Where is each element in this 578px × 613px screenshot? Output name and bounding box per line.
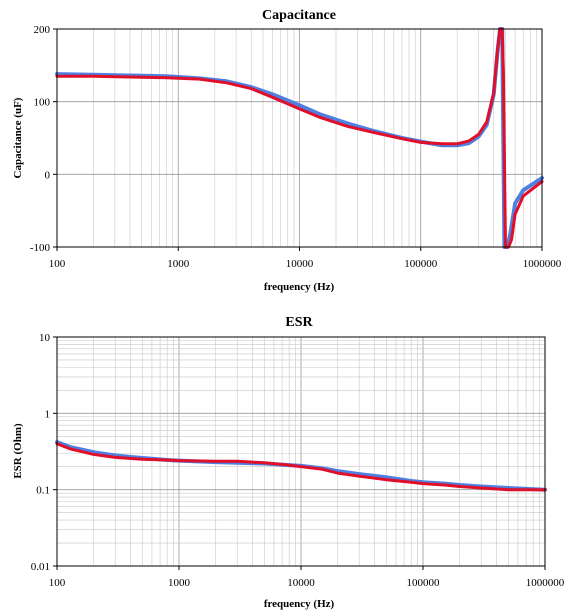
capacitance-y-ticks: -100 0 100 200 <box>30 24 57 254</box>
esr-grid <box>56 337 545 567</box>
esr-x-tick-label: 100 <box>49 577 66 589</box>
esr-y-tick-label: 1 <box>45 408 51 420</box>
esr-x-tick-label: 10000 <box>287 577 315 589</box>
esr-y-ticks: 0.01 0.1 1 10 <box>31 332 57 573</box>
esr-x-ticks: 100 1000 10000 100000 1000000 <box>49 566 565 589</box>
esr-y-tick-label: 0.01 <box>31 561 50 573</box>
capacitance-y-axis-label: Capacitance (uF) <box>12 97 24 178</box>
esr-chart-title: ESR <box>285 315 313 330</box>
capacitance-chart-title: Capacitance <box>262 8 336 23</box>
esr-series-2-line <box>55 442 547 492</box>
capacitance-x-ticks: 100 1000 10000 100000 1000000 <box>49 247 562 270</box>
capacitance-y-tick-label: -100 <box>30 242 51 254</box>
esr-y-axis-label: ESR (Ohm) <box>12 423 24 479</box>
esr-x-tick-label: 1000 <box>168 577 191 589</box>
esr-series-group <box>55 440 547 492</box>
capacitance-chart: Capacitance -100 0 100 200 100 1000 10000 1000… <box>12 8 562 293</box>
esr-x-tick-label: 100000 <box>407 577 441 589</box>
esr-y-tick-label: 0.1 <box>36 485 50 497</box>
capacitance-y-tick-label: 0 <box>45 169 51 181</box>
esr-x-axis-label: frequency (Hz) <box>264 598 335 610</box>
esr-x-tick-label: 1000000 <box>526 577 565 589</box>
capacitance-x-tick-label: 100 <box>49 258 66 270</box>
esr-chart: ESR 0.01 0.1 1 10 100 1000 10000 100000 1000000… <box>12 315 565 610</box>
capacitance-x-tick-label: 1000000 <box>523 258 562 270</box>
capacitance-y-tick-label: 200 <box>34 24 51 36</box>
capacitance-x-tick-label: 1000 <box>167 258 190 270</box>
capacitance-y-tick-label: 100 <box>34 97 51 109</box>
esr-y-tick-label: 10 <box>39 332 51 344</box>
capacitance-x-tick-label: 100000 <box>404 258 438 270</box>
capacitance-x-axis-label: frequency (Hz) <box>264 281 335 293</box>
capacitance-x-tick-label: 10000 <box>286 258 314 270</box>
